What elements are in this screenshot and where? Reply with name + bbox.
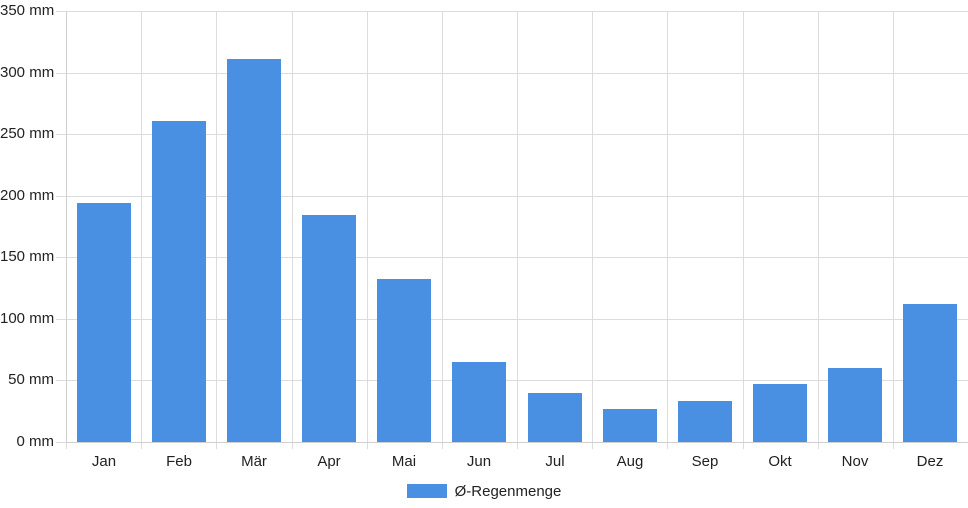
- x-axis-label-mär: Mär: [241, 453, 267, 470]
- legend-item-regenmenge[interactable]: Ø-Regenmenge: [406, 482, 562, 500]
- gridline-v: [292, 11, 293, 442]
- y-axis-label: 0 mm: [16, 433, 55, 450]
- x-axis-label-sep: Sep: [691, 453, 719, 470]
- bar-okt[interactable]: [753, 384, 807, 442]
- x-tick: [893, 443, 894, 449]
- gridline-v: [517, 11, 518, 442]
- bar-jun[interactable]: [452, 362, 506, 442]
- x-axis-line: [66, 442, 968, 443]
- gridline-v: [141, 11, 142, 442]
- bar-jul[interactable]: [528, 393, 582, 442]
- gridline-v: [893, 11, 894, 442]
- y-tick: [56, 11, 66, 12]
- x-tick: [442, 443, 443, 449]
- y-tick: [56, 380, 66, 381]
- gridline-v: [818, 11, 819, 442]
- x-tick: [818, 443, 819, 449]
- x-axis-label-jan: Jan: [91, 453, 117, 470]
- y-tick: [56, 442, 66, 443]
- gridline-v: [592, 11, 593, 442]
- legend-swatch-icon: [406, 484, 447, 498]
- bar-mai[interactable]: [377, 279, 431, 442]
- x-axis-label-aug: Aug: [616, 453, 644, 470]
- x-axis-label-jun: Jun: [466, 453, 492, 470]
- x-axis-label-apr: Apr: [317, 453, 341, 470]
- x-tick: [66, 443, 67, 449]
- y-tick: [56, 257, 66, 258]
- gridline-v: [442, 11, 443, 442]
- gridline-v: [216, 11, 217, 442]
- y-axis-label: 50 mm: [8, 371, 54, 388]
- x-tick: [592, 443, 593, 449]
- legend: Ø-Regenmenge: [0, 478, 968, 504]
- x-tick: [141, 443, 142, 449]
- y-axis-label: 300 mm: [0, 64, 55, 81]
- y-axis-label: 100 mm: [0, 310, 55, 327]
- bar-mär[interactable]: [227, 59, 281, 442]
- gridline-v: [367, 11, 368, 442]
- y-axis-label: 200 mm: [0, 187, 55, 204]
- y-axis-label: 250 mm: [0, 125, 55, 142]
- x-tick: [743, 443, 744, 449]
- y-axis-line: [66, 11, 67, 442]
- x-axis-label-okt: Okt: [768, 453, 792, 470]
- y-tick: [56, 73, 66, 74]
- gridline-v: [743, 11, 744, 442]
- y-tick: [56, 196, 66, 197]
- y-axis-label: 350 mm: [0, 2, 55, 19]
- x-tick: [216, 443, 217, 449]
- x-axis-label-jul: Jul: [545, 453, 565, 470]
- y-tick: [56, 134, 66, 135]
- bar-dez[interactable]: [903, 304, 957, 442]
- x-tick: [667, 443, 668, 449]
- x-tick: [367, 443, 368, 449]
- gridline-v: [667, 11, 668, 442]
- x-tick: [517, 443, 518, 449]
- x-axis-label-nov: Nov: [841, 453, 869, 470]
- bar-feb[interactable]: [152, 121, 206, 442]
- bar-apr[interactable]: [302, 215, 356, 442]
- x-axis-label-dez: Dez: [916, 453, 944, 470]
- x-axis-label-feb: Feb: [166, 453, 192, 470]
- y-tick: [56, 319, 66, 320]
- legend-label: Ø-Regenmenge: [454, 482, 562, 500]
- bar-nov[interactable]: [828, 368, 882, 442]
- bar-jan[interactable]: [77, 203, 131, 442]
- x-axis-label-mai: Mai: [391, 453, 417, 470]
- bar-sep[interactable]: [678, 401, 732, 442]
- y-axis-label: 150 mm: [0, 248, 55, 265]
- x-tick: [292, 443, 293, 449]
- bar-aug[interactable]: [603, 409, 657, 442]
